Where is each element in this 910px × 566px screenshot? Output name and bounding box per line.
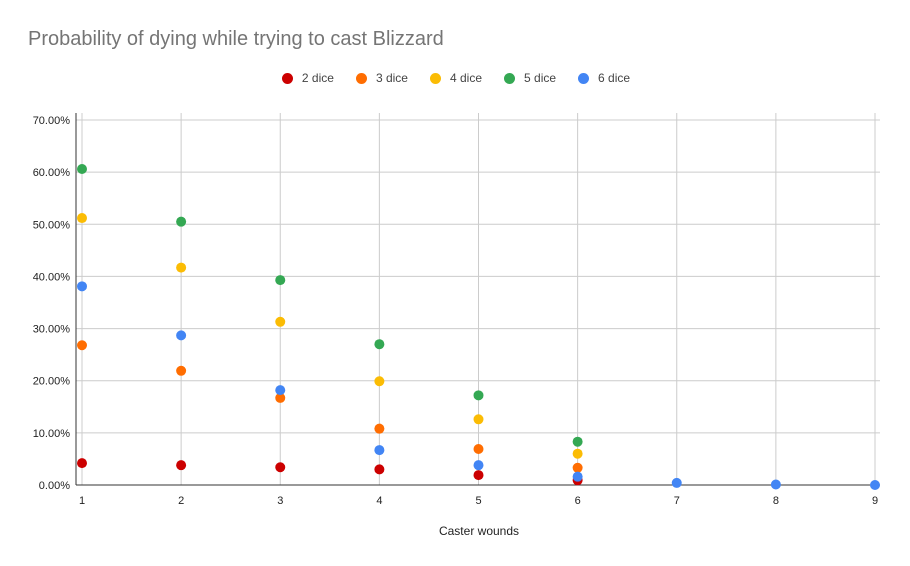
x-tick-label: 5 bbox=[475, 495, 481, 507]
point-2-dice bbox=[374, 464, 385, 475]
point-2-dice bbox=[473, 470, 484, 481]
point-5-dice bbox=[275, 275, 286, 286]
point-3-dice bbox=[275, 392, 286, 403]
x-tick-label: 6 bbox=[575, 495, 581, 507]
point-6-dice bbox=[176, 330, 187, 341]
legend-marker bbox=[504, 72, 516, 84]
point-5-dice bbox=[176, 216, 187, 227]
axes: 0.00% 10.00% 20.00% 30.00% 40.00% 50.00% 60.00… bbox=[33, 113, 880, 507]
legend-item-3-dice: 3 dice bbox=[355, 68, 408, 88]
legend-label: 3 dice bbox=[375, 71, 408, 85]
legend-marker bbox=[578, 72, 590, 84]
point-6-dice bbox=[473, 460, 484, 471]
y-tick-label: 40.00% bbox=[33, 271, 71, 283]
legend-label: 6 dice bbox=[598, 71, 631, 85]
point-4-dice bbox=[473, 414, 484, 425]
legend: 2 dice 3 dice 4 dice 5 dice 6 dice bbox=[0, 68, 910, 88]
point-2-dice bbox=[275, 462, 286, 473]
point-6-dice bbox=[671, 477, 682, 488]
x-axis-title: Caster wounds bbox=[438, 524, 520, 538]
y-tick-label: 30.00% bbox=[33, 324, 71, 336]
y-tick-label: 60.00% bbox=[33, 167, 71, 179]
y-tick-label: 0.00% bbox=[39, 480, 70, 492]
y-tick-label: 70.00% bbox=[33, 115, 71, 127]
x-tick-label: 1 bbox=[79, 495, 85, 507]
x-tick-label: 9 bbox=[872, 495, 878, 507]
point-6-dice bbox=[770, 479, 781, 490]
point-4-dice bbox=[572, 448, 583, 459]
point-3-dice bbox=[77, 340, 87, 351]
x-tick-label: 2 bbox=[178, 495, 184, 507]
point-4-dice bbox=[374, 376, 385, 387]
legend-item-2-dice: 2 dice bbox=[281, 68, 334, 88]
point-5-dice bbox=[77, 164, 87, 175]
x-tick-label: 4 bbox=[376, 495, 382, 507]
point-3-dice bbox=[176, 365, 187, 376]
y-tick-label: 20.00% bbox=[33, 376, 71, 388]
point-3-dice bbox=[572, 462, 583, 473]
x-tick-label: 3 bbox=[277, 495, 283, 507]
legend-item-5-dice: 5 dice bbox=[504, 68, 556, 88]
point-5-dice bbox=[374, 339, 385, 350]
legend-marker bbox=[281, 72, 293, 84]
point-4-dice bbox=[77, 213, 87, 224]
y-tick-label: 50.00% bbox=[33, 219, 71, 231]
point-6-dice bbox=[572, 471, 583, 482]
point-5-dice bbox=[572, 436, 583, 447]
x-tick-label: 8 bbox=[773, 495, 779, 507]
point-5-dice bbox=[473, 390, 484, 401]
gridlines bbox=[76, 113, 880, 486]
legend-marker bbox=[355, 72, 367, 84]
legend-item-4-dice: 4 dice bbox=[429, 68, 483, 88]
y-tick-label: 10.00% bbox=[33, 428, 71, 440]
data-points bbox=[77, 164, 880, 490]
point-6-dice bbox=[374, 445, 385, 456]
point-6-dice bbox=[870, 480, 880, 490]
point-3-dice bbox=[473, 444, 484, 455]
chart-title: Probability of dying while trying to cas… bbox=[28, 28, 444, 50]
legend-label: 4 dice bbox=[449, 71, 483, 85]
point-3-dice bbox=[374, 423, 385, 434]
point-2-dice bbox=[77, 458, 87, 469]
point-6-dice bbox=[275, 385, 286, 396]
legend-marker bbox=[429, 72, 441, 84]
point-2-dice bbox=[176, 460, 187, 471]
legend-label: 2 dice bbox=[301, 71, 334, 85]
point-6-dice bbox=[77, 281, 87, 292]
x-tick-label: 7 bbox=[674, 495, 680, 507]
legend-label: 5 dice bbox=[524, 71, 557, 85]
point-4-dice bbox=[176, 262, 187, 273]
legend-item-6-dice: 6 dice bbox=[578, 68, 630, 88]
point-4-dice bbox=[275, 316, 286, 327]
